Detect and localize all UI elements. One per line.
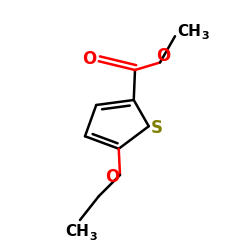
Text: O: O (82, 50, 96, 68)
Text: CH: CH (178, 24, 202, 39)
Text: S: S (150, 119, 162, 137)
Text: O: O (105, 168, 119, 186)
Text: 3: 3 (201, 31, 209, 41)
Text: O: O (156, 47, 170, 65)
Text: CH: CH (66, 224, 90, 240)
Text: 3: 3 (90, 232, 97, 241)
